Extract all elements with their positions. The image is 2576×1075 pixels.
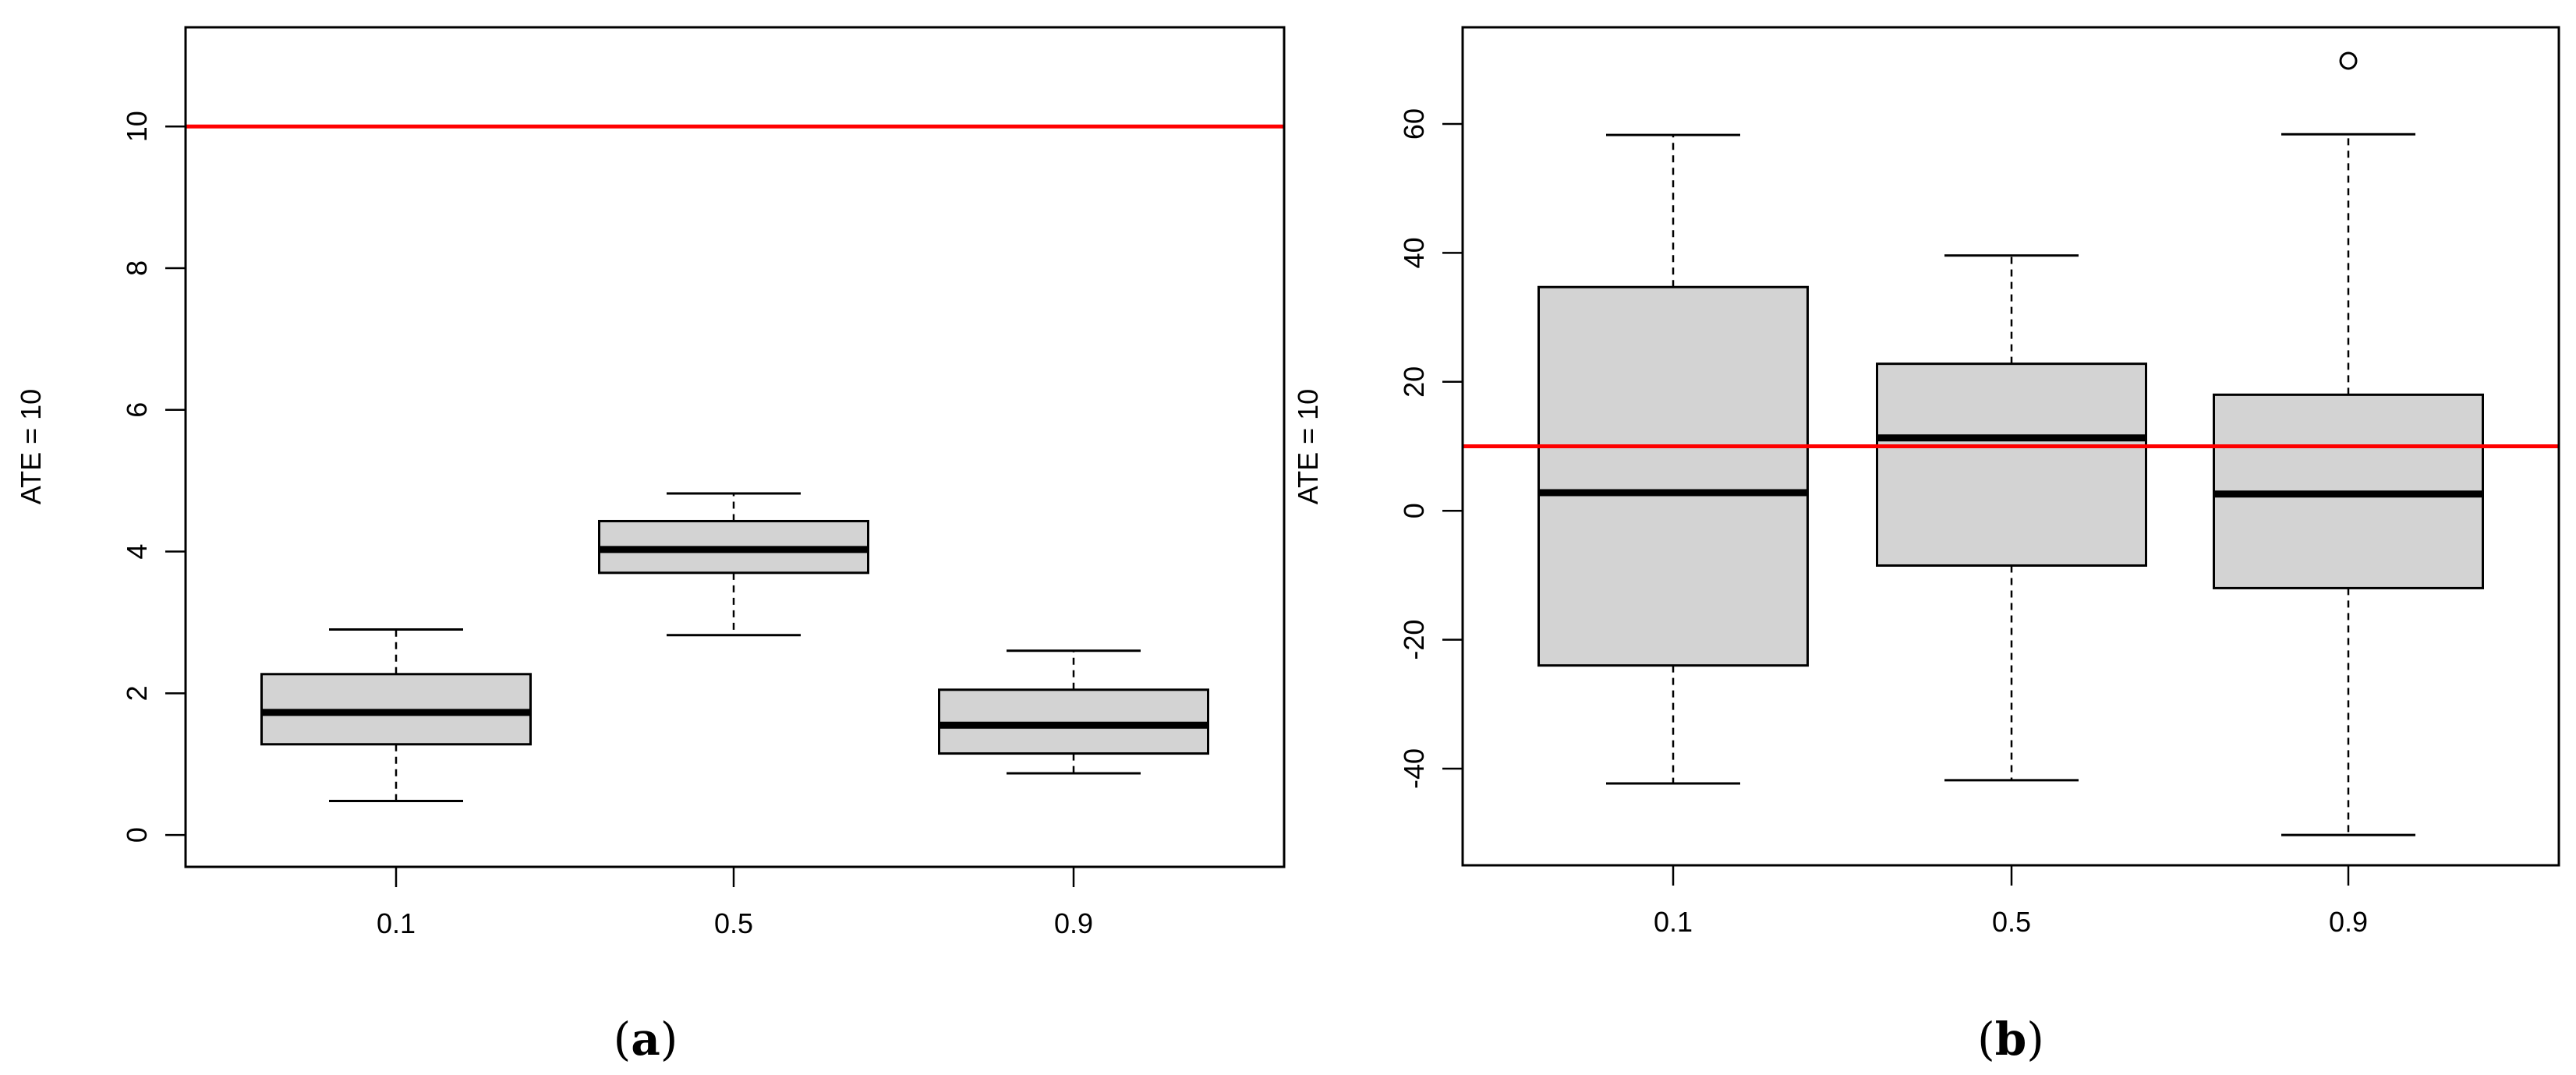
box-0.5: [1876, 254, 2147, 782]
y-tick-label: 20: [1398, 366, 1430, 398]
box-0.9: [2213, 51, 2484, 836]
y-tick-label: 6: [121, 402, 153, 418]
x-tick-label: 0.5: [714, 907, 753, 939]
panel-a-boxplot: 0 2 4 6 8 10 ATE = 10 0.1 0.5 0.9 (a): [15, 26, 1286, 1066]
x-tick-label: 0.1: [377, 907, 416, 939]
box-iqr: [1537, 285, 1809, 667]
box-0.1: [1537, 133, 1809, 785]
plot-frame: [1461, 26, 2560, 867]
y-tick-label: -40: [1398, 748, 1430, 789]
box-0.9: [938, 649, 1209, 775]
y-axis-label: ATE = 10: [1292, 389, 1324, 504]
box-0.5: [598, 492, 869, 637]
box-0.1: [260, 628, 532, 802]
box-iqr: [1876, 362, 2147, 567]
y-tick-label: 8: [121, 260, 153, 276]
y-tick-label: 40: [1398, 237, 1430, 268]
y-tick-label: 60: [1398, 108, 1430, 140]
x-tick-label: 0.1: [1654, 906, 1693, 938]
x-tick-label: 0.9: [1054, 907, 1093, 939]
plot-frame: [184, 26, 1286, 868]
y-tick-label: 0: [121, 827, 153, 843]
panel-b-boxplot: -40 -20 0 20 40 60 ATE = 10 0.1 0.5 0.9 (b): [1292, 26, 2560, 1066]
y-tick-label: 4: [121, 544, 153, 560]
panel-label: (b): [1977, 1013, 2044, 1066]
y-tick-label: 2: [121, 685, 153, 701]
y-axis-label: ATE = 10: [15, 389, 47, 504]
x-tick-label: 0.9: [2329, 906, 2368, 938]
y-tick-label: 10: [121, 111, 153, 142]
y-tick-label: -20: [1398, 620, 1430, 660]
panel-label: (a): [614, 1013, 678, 1066]
x-tick-label: 0.5: [1992, 906, 2031, 938]
y-tick-label: 0: [1398, 503, 1430, 518]
box-iqr: [938, 688, 1209, 755]
outlier-point: [2339, 51, 2358, 70]
